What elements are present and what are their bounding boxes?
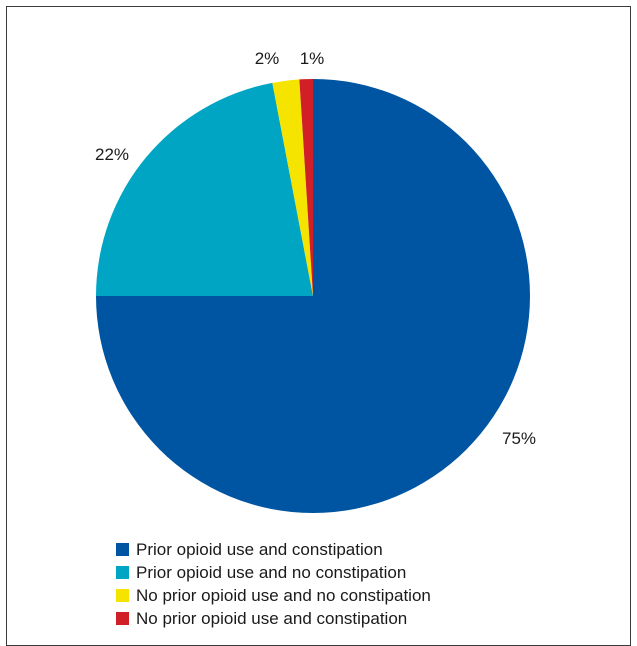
pie-slice-no-prior-opioid-no-constipation [272,79,313,297]
legend-label: Prior opioid use and constipation [136,539,383,559]
legend-swatch [116,566,129,579]
pie-slice-no-prior-opioid-constipation [299,79,313,296]
legend-label: Prior opioid use and no constipation [136,562,407,582]
legend-swatch [116,612,129,625]
slice-label-prior-opioid-no-constipation: 22% [95,145,129,164]
slice-label-no-prior-opioid-constipation: 1% [300,49,325,68]
slice-label-no-prior-opioid-no-constipation: 2% [255,49,280,68]
legend-item-prior-opioid-no-constipation: Prior opioid use and no constipation [116,561,431,584]
pie-slice-labels: 75% 22% 2% 1% [95,49,536,448]
legend-item-no-prior-opioid-no-constipation: No prior opioid use and no constipation [116,584,431,607]
legend-label: No prior opioid use and constipation [136,608,408,628]
legend: Prior opioid use and constipation Prior … [116,538,431,630]
legend-item-prior-opioid-constipation: Prior opioid use and constipation [116,538,431,561]
legend-label: No prior opioid use and no constipation [136,585,431,605]
slice-label-prior-opioid-constipation: 75% [502,429,536,448]
legend-swatch [116,543,129,556]
pie-slices [96,79,530,513]
legend-item-no-prior-opioid-constipation: No prior opioid use and constipation [116,607,431,630]
legend-swatch [116,589,129,602]
pie-slice-prior-opioid-no-constipation [96,82,313,297]
